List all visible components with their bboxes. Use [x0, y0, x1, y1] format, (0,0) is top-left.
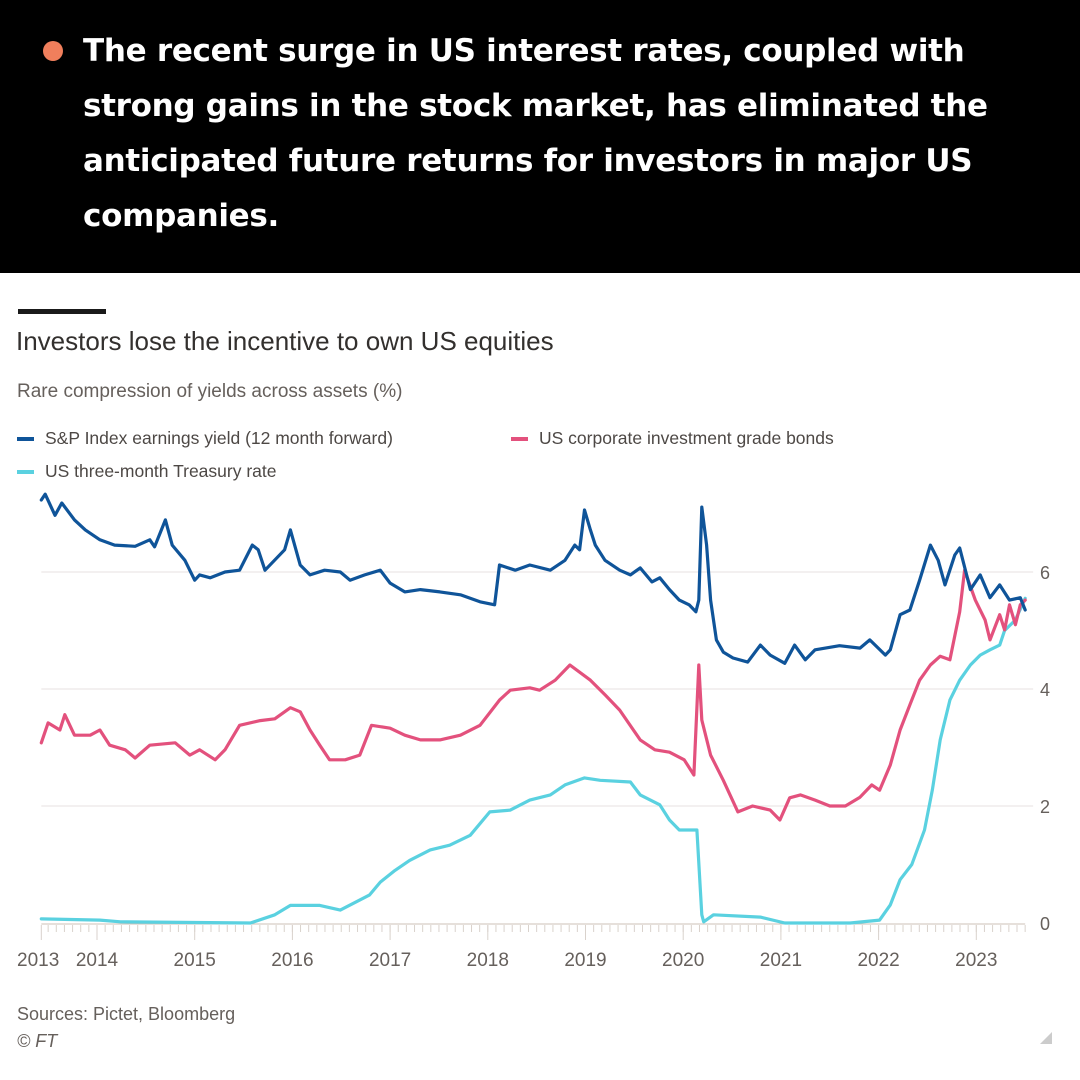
y-tick-label: 0 — [1040, 914, 1050, 934]
x-tick-label: 2018 — [467, 950, 509, 971]
legend-label: US three-month Treasury rate — [45, 461, 277, 481]
legend-item-corporate-bonds: US corporate investment grade bonds — [511, 428, 834, 449]
copyright-note: © FT — [17, 1031, 58, 1051]
sources-note: Sources: Pictet, Bloomberg — [17, 1004, 236, 1024]
legend-swatch — [511, 436, 528, 441]
x-tick-label: 2014 — [76, 950, 119, 971]
x-tick-label: 2016 — [271, 950, 313, 971]
legend-swatch — [17, 436, 34, 441]
legend-item-sp-earnings-yield: S&P Index earnings yield (12 month forwa… — [17, 428, 393, 449]
series-line-0 — [39, 492, 1027, 665]
x-tick-label: 2019 — [564, 950, 606, 971]
x-tick-label: 2020 — [662, 950, 704, 971]
resize-corner-icon — [1040, 1032, 1052, 1044]
x-tick-label: 2015 — [174, 950, 216, 971]
y-tick-label: 4 — [1040, 680, 1050, 700]
legend-label: S&P Index earnings yield (12 month forwa… — [45, 428, 393, 448]
legend-label: US corporate investment grade bonds — [539, 428, 834, 448]
chart-title: Investors lose the incentive to own US e… — [16, 326, 554, 356]
x-tick-label: 2022 — [857, 950, 899, 971]
line-chart: 0 2 4 6 2013 2014 2015 2016 2017 2018 2019 2020 2021… — [17, 492, 1050, 971]
x-tick-label: 2013 — [17, 950, 59, 971]
y-tick-label: 2 — [1040, 797, 1050, 817]
y-tick-label: 6 — [1040, 563, 1050, 583]
x-tick-label: 2023 — [955, 950, 997, 971]
bullet-dot-icon — [43, 41, 63, 61]
x-tick-label: 2017 — [369, 950, 411, 971]
legend-swatch — [17, 469, 34, 474]
series-line-2 — [39, 596, 1027, 925]
headline-text: The recent surge in US interest rates, c… — [83, 33, 988, 234]
chart-subtitle: Rare compression of yields across assets… — [17, 381, 403, 402]
headline-banner: The recent surge in US interest rates, c… — [0, 0, 1080, 273]
legend-item-treasury-rate: US three-month Treasury rate — [17, 461, 276, 482]
title-rule — [18, 309, 106, 314]
x-tick-label: 2021 — [760, 950, 802, 971]
series-line-1 — [39, 568, 1027, 822]
